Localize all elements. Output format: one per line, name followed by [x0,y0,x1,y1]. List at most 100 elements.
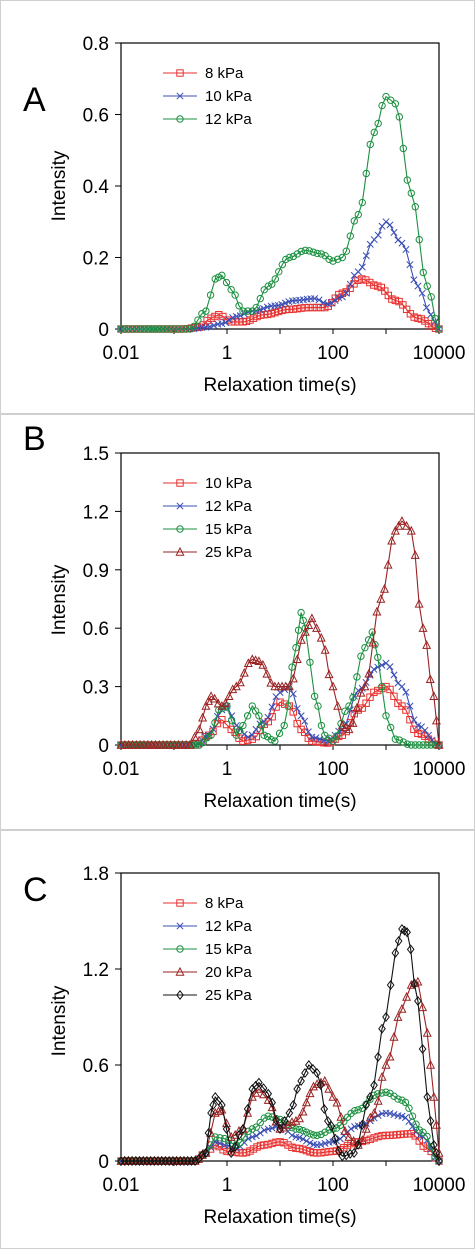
data-point [402,245,410,254]
series-25-kpa [116,516,444,749]
x-axis-title: Relaxation time(s) [203,375,356,396]
data-point [299,1135,307,1143]
data-point [264,1112,272,1120]
data-point [231,291,239,299]
data-point [389,1031,399,1041]
data-point [264,1088,273,1099]
data-point [354,686,362,695]
data-point [300,626,310,636]
data-point [313,249,321,258]
data-point [151,325,160,333]
data-point [321,1148,329,1156]
series-line [121,612,439,746]
data-point [315,296,323,304]
data-point [305,1088,315,1098]
data-point [346,232,355,240]
legend-marker [176,69,184,77]
data-point [402,706,410,714]
data-point [411,741,419,749]
data-point [289,252,298,261]
data-point [340,1126,350,1135]
data-point [403,927,411,938]
legend: 8 kPa 12 kPa 15 kPa 20 kPa 25 kPa [163,895,252,1004]
data-point [248,702,256,710]
data-point [252,303,260,312]
y-tick-label: 0.6 [83,1056,109,1077]
data-point [382,712,390,720]
series-line [121,1112,440,1162]
data-point [317,721,326,730]
data-point [397,516,407,525]
data-point [304,728,312,736]
data-point [394,935,403,947]
data-point [207,1107,215,1119]
data-point [244,733,252,741]
data-point [221,319,230,327]
data-point [368,628,376,636]
legend-marker [176,479,184,487]
data-point [431,715,441,725]
data-point [255,1077,263,1088]
data-point [418,1043,427,1055]
data-point [379,583,390,593]
data-point [317,250,325,258]
legend-entry: 8 kPa [205,895,244,912]
data-point [394,1095,402,1103]
data-point [301,246,309,255]
x-tick-label: 10000 [413,343,466,364]
data-point [213,698,223,708]
data-point [297,247,305,256]
data-point [324,1115,332,1127]
data-point [362,276,370,284]
data-point [317,1140,325,1149]
data-point [382,1011,390,1023]
data-point [399,738,408,746]
data-point [271,737,279,745]
y-tick-label: 0.8 [83,34,109,55]
data-point [295,1133,304,1142]
panel-letter: C [23,871,48,909]
data-point [311,295,319,303]
data-point [251,1080,260,1091]
data-point [374,231,382,239]
data-point [293,305,301,313]
data-point [424,731,433,739]
data-point [370,1080,378,1091]
data-point [202,307,210,315]
data-point [434,739,444,749]
data-point [376,593,386,603]
data-point [210,693,220,703]
data-point [378,661,386,669]
data-point [215,311,223,319]
data-point [320,645,330,654]
data-point [348,718,358,727]
data-point [366,278,374,287]
data-point [383,559,393,569]
data-point [325,255,333,263]
data-point [427,741,435,749]
data-point [390,228,398,237]
data-point [354,1106,362,1114]
data-point [271,275,279,283]
data-point [414,282,422,290]
data-point [415,1137,423,1145]
data-point [342,247,351,255]
data-point [342,1150,351,1161]
data-point [378,101,386,110]
data-point [259,1083,268,1094]
data-point [222,278,231,287]
data-point [289,305,297,313]
legend-marker [176,899,184,907]
y-tick-label: 1.8 [83,864,109,885]
data-point [356,687,366,697]
data-point [199,738,207,747]
data-point [317,303,325,312]
panel-letter: B [23,420,46,458]
data-point [338,253,347,262]
data-point [372,606,382,616]
data-point [397,1003,407,1013]
data-point [305,303,313,312]
data-point [410,313,418,321]
data-point [210,321,218,329]
